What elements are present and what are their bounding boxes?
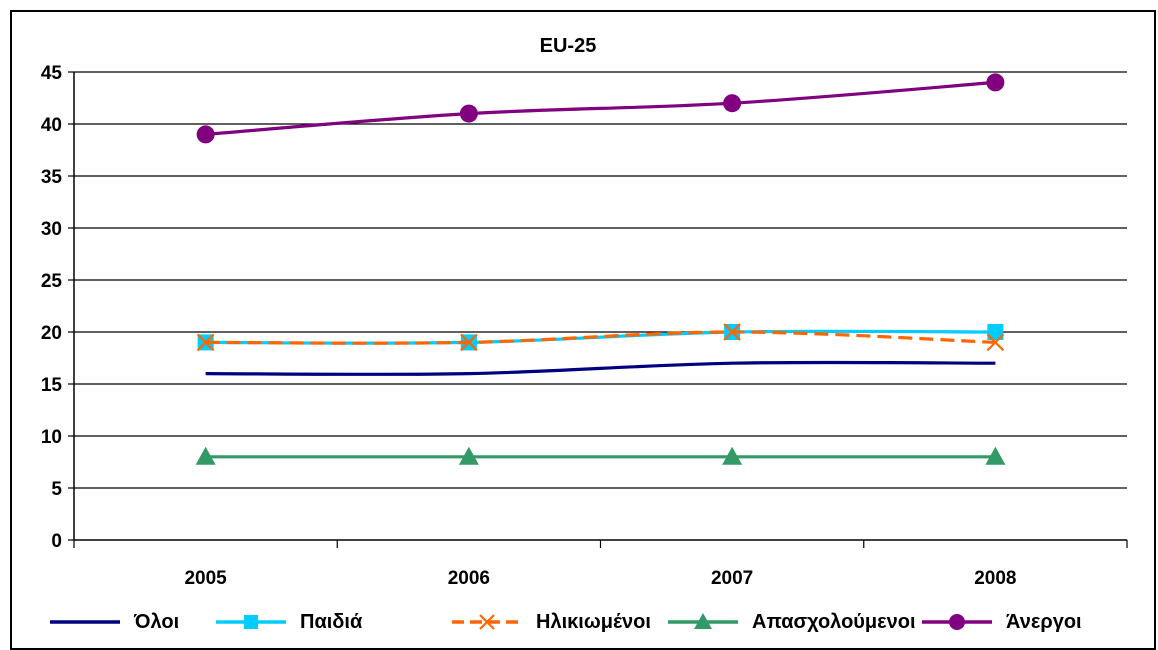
chart-title: EU-25 [540,35,597,57]
x-marker [723,323,741,341]
y-tick-label: 5 [51,479,62,500]
x-marker [986,333,1005,352]
legend-label: Άνεργοι [1006,611,1082,633]
square-marker [244,615,258,629]
x-marker [479,614,495,630]
triangle-marker [722,446,743,465]
circle-marker [986,73,1005,92]
axes: 0 5 10 15 20 25 30 35 40 45 2005 2006 2007 2008 [41,63,1128,589]
y-tick-label: 10 [41,427,62,448]
legend-label: Ηλικιωμένοι [536,611,651,633]
triangle-marker [195,446,216,465]
y-tick-label: 15 [41,375,63,396]
x-marker [196,333,215,352]
legend-item-0: Όλοι [50,611,179,633]
series-line [205,80,996,136]
triangle-marker [458,446,479,465]
triangle-marker [985,446,1006,465]
series-line [205,329,996,345]
square-marker [987,324,1004,340]
series-0 [205,360,996,376]
circle-marker [949,614,965,630]
y-tick-label: 25 [41,271,63,292]
y-tick-label: 35 [41,167,63,188]
y-tick-label: 0 [51,531,62,552]
circle-marker [723,94,742,113]
legend: Όλοι Παιδιά Ηλικιωμένοι Απασχολούμενοι Άνεργ… [50,611,1082,633]
chart-frame [10,10,1156,650]
series-line [205,360,996,376]
legend-item-2: Ηλικιωμένοι [452,611,651,633]
circle-marker [459,104,478,123]
y-tick-label: 20 [41,323,62,344]
series-2 [196,323,1005,352]
series-line [205,330,996,345]
grid [74,71,1127,489]
x-tick-label: 2006 [448,568,490,589]
series-4 [196,73,1005,144]
y-tick-label: 30 [41,219,62,240]
x-tick-label: 2007 [711,568,753,589]
legend-item-4: Άνεργοι [922,611,1082,633]
circle-marker [196,125,215,144]
series-3 [195,446,1006,465]
x-tick-label: 2008 [974,568,1016,589]
legend-item-3: Απασχολούμενοι [668,611,916,633]
triangle-marker [694,613,712,629]
legend-label: Παιδιά [300,611,363,633]
y-tick-label: 45 [41,63,63,84]
x-marker [460,333,478,352]
y-tick-label: 40 [41,115,62,136]
legend-label: Όλοι [133,611,179,633]
x-tick-label: 2005 [184,568,227,589]
legend-item-1: Παιδιά [216,611,363,633]
legend-label: Απασχολούμενοι [752,611,916,633]
series-layer [195,73,1006,465]
